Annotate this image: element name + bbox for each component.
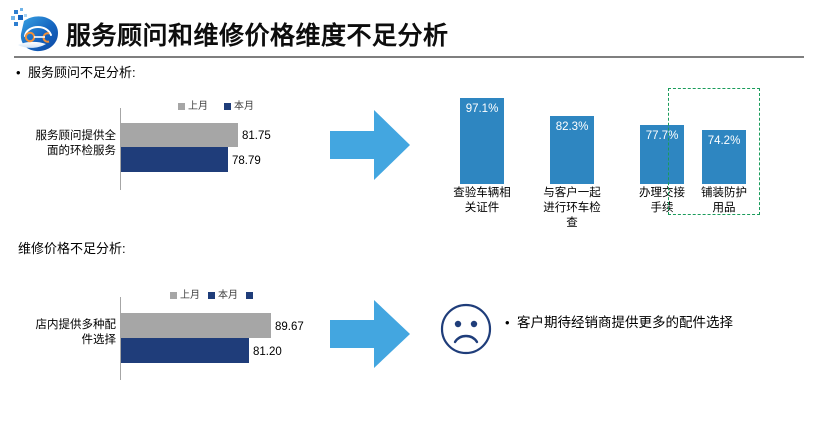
chart1-legend-label-1: 本月	[234, 101, 254, 112]
insight-text: 客户期待经销商提供更多的配件选择	[517, 315, 733, 330]
column-group-2: 77.7% 办理交接 手续	[618, 86, 706, 221]
chart1-bar-this-month	[121, 147, 228, 172]
column-label-3: 铺装防护 用品	[678, 186, 770, 222]
chart2-value-axis	[120, 297, 121, 380]
chart2-value-last-month: 89.67	[275, 321, 304, 333]
column-label-2-line2: 手续	[650, 202, 674, 214]
section1-bullet-label: 服务顾问不足分析:	[28, 65, 136, 80]
chart2-legend: 上月 本月	[170, 290, 256, 301]
chart1-legend: 上月 本月	[178, 101, 270, 112]
service-advisor-bar-chart: 上月 本月 服务顾问提供全 面的环检服务 81.75 78.79	[0, 95, 300, 190]
column-label-0: 查验车辆相 关证件	[438, 186, 526, 222]
service-process-column-chart: 97.1% 查验车辆相 关证件 82.3% 与客户一起 进行环车检 查 77.7…	[430, 86, 810, 229]
column-bar-1: 82.3%	[550, 116, 594, 184]
chart2-legend-label-0: 上月	[180, 290, 200, 301]
legend-swatch-navy-icon	[224, 103, 231, 110]
legend-swatch-navy-extra-icon	[246, 292, 253, 299]
section2-bullet: 维修价格不足分析:	[18, 240, 126, 258]
column-value-1: 82.3%	[555, 121, 589, 133]
parts-price-bar-chart: 上月 本月 店内提供多种配 件选择 89.67 81.20	[0, 285, 310, 380]
chart1-category-label-line2: 面的环检服务	[47, 145, 116, 157]
chart2-category-label: 店内提供多种配 件选择	[6, 318, 117, 348]
arrow-right-icon-1	[330, 110, 410, 180]
chart2-legend-item-extra	[246, 292, 256, 299]
column-bar-3: 74.2%	[702, 130, 746, 184]
chart2-value-this-month: 81.20	[253, 346, 282, 358]
column-label-2: 办理交接 手续	[618, 186, 706, 222]
section2-bullet-label: 维修价格不足分析:	[18, 241, 126, 256]
chart1-value-this-month: 78.79	[232, 155, 261, 167]
company-car-logo	[8, 6, 64, 54]
column-label-3-line1: 铺装防护	[701, 187, 747, 199]
chart1-value-axis	[120, 108, 121, 190]
section1-bullet: • 服务顾问不足分析:	[16, 64, 136, 82]
chart2-category-label-line2: 件选择	[81, 334, 117, 346]
column-group-3: 74.2% 铺装防护 用品	[678, 86, 770, 221]
chart1-legend-item-this-month: 本月	[224, 101, 254, 112]
column-value-2: 77.7%	[645, 130, 679, 142]
chart2-bar-this-month	[121, 338, 249, 363]
sad-face-icon	[440, 303, 492, 355]
column-bar-0: 97.1%	[460, 98, 504, 184]
chart2-legend-item-this-month: 本月	[208, 290, 238, 301]
column-value-3: 74.2%	[707, 135, 741, 147]
column-label-1: 与客户一起 进行环车检 查	[528, 186, 616, 229]
column-label-1-line3: 查	[566, 217, 578, 229]
chart2-bar-last-month	[121, 313, 271, 338]
legend-swatch-navy-icon	[208, 292, 215, 299]
column-label-0-line2: 关证件	[464, 202, 500, 214]
column-label-3-line2: 用品	[712, 202, 736, 214]
arrow-right-icon-2	[330, 300, 410, 368]
chart1-value-last-month: 81.75	[242, 130, 271, 142]
column-label-1-line1: 与客户一起	[543, 187, 601, 199]
legend-swatch-gray-icon	[170, 292, 177, 299]
column-group-1: 82.3% 与客户一起 进行环车检 查	[528, 86, 616, 229]
title-divider	[14, 56, 804, 58]
column-bar-2: 77.7%	[640, 125, 684, 184]
legend-swatch-gray-icon	[178, 103, 185, 110]
column-label-1-line2: 进行环车检	[543, 202, 601, 214]
chart2-category-label-line1: 店内提供多种配	[35, 319, 117, 331]
chart2-legend-label-1: 本月	[218, 290, 238, 301]
column-value-0: 97.1%	[465, 103, 499, 115]
chart1-bar-last-month	[121, 123, 238, 147]
column-label-0-line1: 查验车辆相	[453, 187, 511, 199]
column-group-0: 97.1% 查验车辆相 关证件	[438, 86, 526, 221]
highlight-dashed-box	[668, 88, 760, 215]
insight-bullet-marker: •	[505, 315, 510, 330]
chart1-legend-item-last-month: 上月	[178, 101, 208, 112]
chart1-category-label: 服务顾问提供全 面的环检服务	[6, 129, 117, 159]
page-title: 服务顾问和维修价格维度不足分析	[66, 22, 449, 50]
chart1-legend-label-0: 上月	[188, 101, 208, 112]
chart1-category-label-line1: 服务顾问提供全	[35, 130, 117, 142]
chart2-legend-item-last-month: 上月	[170, 290, 200, 301]
insight-bullet: • 客户期待经销商提供更多的配件选择	[505, 312, 795, 334]
bullet-marker: •	[16, 65, 21, 80]
column-label-2-line1: 办理交接	[639, 187, 685, 199]
